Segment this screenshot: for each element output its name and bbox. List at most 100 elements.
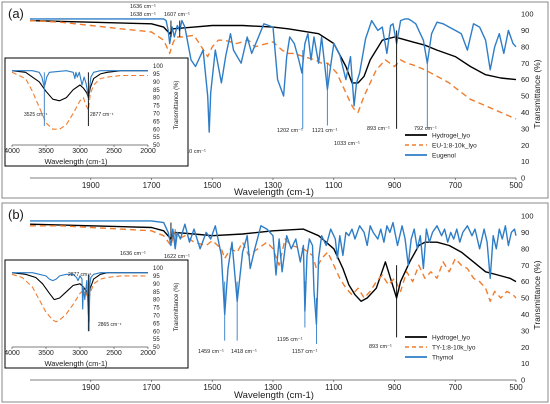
panel-b-annotation-1157: 1157 cm⁻¹ (292, 349, 318, 355)
panel-a-annotation-1033: 1033 cm⁻¹ (334, 141, 360, 147)
panel-b-annotation-1459: 1459 cm⁻¹ (198, 349, 224, 355)
panel-b-inset-frame (4, 259, 189, 369)
panel-b-y-tick-label: 90 (521, 228, 529, 237)
panel-a-inset-series-eu-1-8-10k-lyo (11, 71, 148, 130)
panel-b-inset-x-tick-label: 4000 (4, 350, 20, 357)
panel-b-inset-x-tick-label: 2000 (140, 350, 156, 357)
panel-a-y-tick-label: 70 (521, 59, 529, 68)
panel-a-x-tick-label: 1900 (82, 181, 100, 190)
panel-b-legend-hydrogel: Hydrogel_lyo (432, 335, 470, 342)
panel-a-inset-y-axis-title: Transmittance (%) (174, 81, 180, 130)
panel-b-border (1, 202, 549, 403)
panel-b-y-tick-label: 80 (521, 244, 529, 253)
panel-a-legend-eu: EU-1:8-10k_lyo (432, 143, 477, 150)
panel-a-y-tick-label: 50 (521, 92, 529, 101)
panel-a-annotation-893: 893 cm⁻¹ (367, 126, 390, 132)
panel-b-y-tick-label: 60 (521, 277, 529, 286)
panel-b-inset-x-axis-title: Wavelength (cm-1) (44, 359, 108, 368)
panel-b-inset-y-tick-label: 65 (153, 321, 160, 327)
panel-a-annotation-792: 792 cm⁻¹ (414, 126, 437, 132)
panel-a-inset-series-hydrogel-lyo (11, 70, 148, 102)
panel-a-x-tick-label: 700 (449, 181, 463, 190)
panel-b: (b) 1900 1700 1500 1300 1100 900 700 500 0 10 20 3… (1, 202, 549, 403)
panel-b-y-tick-label: 50 (521, 294, 529, 303)
panel-a-label: (a) (8, 6, 24, 21)
panel-a-y-tick-label: 90 (521, 26, 529, 35)
panel-a-border (1, 1, 549, 199)
panel-a-series-eugenol (30, 18, 517, 133)
panel-a-main-plot: 1900 1700 1500 1300 1100 900 700 500 0 10 20 30 40 5… (29, 10, 534, 190)
panel-b-x-axis-title: Wavelength (cm-1) (234, 390, 314, 401)
panel-b-y-tick-label: 100 (521, 212, 534, 221)
panel-b-legend: Hydrogel_lyo TY-1:8-10k_lyo Thymol (405, 335, 476, 362)
panel-b-annotation-1636: 1636 cm⁻¹ (120, 251, 146, 257)
panel-b-annotation-893: 893 cm⁻¹ (369, 344, 392, 350)
panel-b-inset-annotation-2877: 2877 cm⁻¹ (68, 272, 92, 278)
panel-b-y-tick-label: 10 (521, 359, 529, 368)
panel-b-inset-y-tick-label: 55 (153, 337, 160, 343)
panel-a-legend-hydrogel: Hydrogel_lyo (432, 133, 470, 140)
panel-a-y-tick-label: 10 (521, 157, 529, 166)
panel-b-x-tick-label: 1100 (325, 383, 343, 392)
panel-a-inset-x-tick-label: 2500 (106, 148, 122, 155)
panel-b-inset-series-ty-1-8-10k-lyo (11, 273, 148, 323)
panel-a-inset-x-tick-label: 3000 (72, 148, 88, 155)
panel-b-series-thymol (30, 220, 517, 325)
panel-b-x-tick-label: 900 (388, 383, 402, 392)
panel-a-legend-eugenol: Eugenol (432, 153, 456, 160)
panel-a-annotations: 1636 cm⁻¹ 1638 cm⁻¹ 1607 cm⁻¹ 1510 cm⁻¹ … (130, 4, 437, 155)
panel-a-annotation-1510: 1510 cm⁻¹ (180, 149, 206, 155)
panel-a: (a) 1900 1700 1500 1300 1100 900 700 500 0 10 20 3… (1, 1, 549, 199)
panel-b-y-tick-label: 30 (521, 326, 529, 335)
panel-a-legend: Hydrogel_lyo EU-1:8-10k_lyo Eugenol (405, 133, 477, 160)
panel-a-x-axis-title: Wavelength (cm-1) (234, 187, 314, 198)
panel-b-inset-series-thymol (12, 272, 148, 323)
panel-a-x-tick-label: 500 (509, 181, 523, 190)
panel-a-inset-y-tick-label: 75 (153, 104, 160, 110)
panel-a-inset-y-tick-label: 70 (153, 112, 160, 118)
panel-b-inset-y-tick-label: 70 (153, 314, 160, 320)
panel-a-inset-y-tick-label: 55 (153, 135, 160, 141)
panel-b-x-tick-label: 1500 (203, 383, 221, 392)
panel-a-annotation-1638: 1638 cm⁻¹ (130, 12, 156, 18)
panel-b-legend-ty: TY-1:8-10k_lyo (432, 345, 476, 352)
panel-b-inset-y-tick-label: 50 (153, 345, 160, 351)
panel-a-y-tick-label: 0 (521, 174, 525, 183)
panel-a-x-tick-label: 1700 (143, 181, 161, 190)
panel-a-x-tick-label: 1100 (325, 181, 343, 190)
panel-a-inset-y-tick-label: 100 (153, 64, 164, 70)
panel-b-inset-x-tick-label: 2500 (106, 350, 122, 357)
panel-b-main-plot: 1900 1700 1500 1300 1100 900 700 500 0 10 20 30 40 5… (29, 212, 534, 392)
panel-b-legend-thymol: Thymol (432, 355, 454, 362)
panel-a-y-tick-label: 30 (521, 124, 529, 133)
panel-a-annotation-1636: 1636 cm⁻¹ (130, 4, 156, 10)
panel-a-inset-x-tick-label: 4000 (4, 148, 20, 155)
panel-b-inset-annotation-2865: 2865 cm⁻¹ (98, 322, 122, 328)
panel-a-inset-x-axis-title: Wavelength (cm-1) (44, 157, 108, 166)
panel-b-y-axis-title: Transmittance (%) (532, 260, 542, 329)
panel-a-y-tick-label: 80 (521, 42, 529, 51)
panel-a-x-tick-label: 1500 (203, 181, 221, 190)
panel-b-y-tick-label: 0 (521, 376, 525, 385)
panel-b-annotation-1418: 1418 cm⁻¹ (231, 349, 257, 355)
panel-b-inset-y-tick-label: 80 (153, 298, 160, 304)
panel-b-x-tick-label: 1300 (264, 383, 282, 392)
panel-a-inset-y-tick-label: 90 (153, 80, 160, 86)
panel-b-x-tick-label: 700 (449, 383, 463, 392)
panel-a-annotation-1202: 1202 cm⁻¹ (277, 128, 303, 134)
panel-b-series-ty-1-8-10k-lyo (30, 225, 517, 302)
panel-a-inset-y-tick-label: 85 (153, 88, 160, 94)
panel-b-y-tick-label: 70 (521, 261, 529, 270)
panel-b-annotation-1195: 1195 cm⁻¹ (277, 337, 303, 343)
panel-b-label: (b) (8, 207, 24, 222)
panel-b-inset-y-tick-label: 75 (153, 306, 160, 312)
panel-b-inset-y-tick-label: 100 (153, 266, 164, 272)
panel-a-inset-x-tick-label: 3500 (38, 148, 54, 155)
panel-b-x-tick-label: 1700 (143, 383, 161, 392)
panel-a-y-tick-label: 100 (521, 10, 534, 19)
panel-a-inset-x-tick-label: 2000 (140, 148, 156, 155)
panel-b-series-hydrogel-lyo (29, 223, 517, 302)
